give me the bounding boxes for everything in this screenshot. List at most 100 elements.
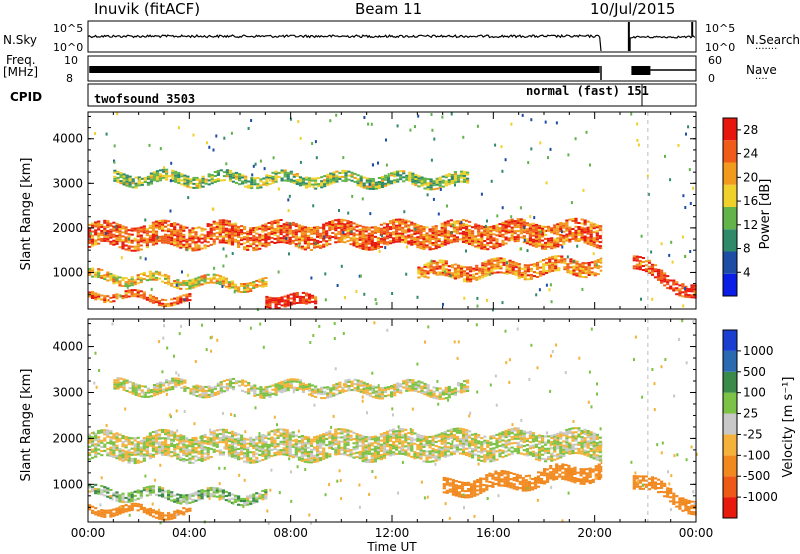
echo-cell [121, 225, 125, 228]
echo-cell [103, 237, 107, 240]
echo-cell [258, 235, 262, 238]
echo-cell [404, 225, 408, 228]
echo-cell [240, 451, 244, 454]
echo-cell [115, 293, 119, 296]
echo-cell [289, 178, 293, 181]
echo-cell [170, 432, 174, 435]
echo-cell [258, 280, 262, 283]
echo-cell [495, 240, 499, 243]
echo-cell [267, 242, 271, 245]
echo-cell [413, 453, 417, 456]
echo-cell [370, 452, 374, 455]
echo-cell [285, 235, 289, 238]
echo-cell [112, 447, 116, 450]
echo-cell [380, 184, 385, 186]
echo-cell [118, 284, 122, 287]
echo-cell [440, 226, 444, 229]
echo-cell [133, 447, 137, 450]
echo-cell [244, 175, 248, 178]
echo-cell [116, 180, 120, 183]
echo-cell [563, 268, 567, 271]
echo-cell [316, 449, 320, 452]
echo-cell [477, 238, 481, 241]
scatter-cell [370, 122, 373, 126]
echo-cell [638, 256, 642, 259]
echo-cell [215, 429, 219, 432]
echo-cell [157, 449, 162, 452]
echo-cell [314, 179, 318, 182]
echo-cell [548, 262, 552, 265]
echo-cell [419, 233, 423, 236]
echo-cell [496, 265, 500, 268]
echo-cell [200, 279, 204, 282]
scatter-cell [544, 120, 547, 124]
echo-cell [224, 233, 228, 236]
echo-cell [265, 174, 269, 177]
echo-cell [194, 455, 198, 458]
echo-cell [522, 223, 526, 226]
echo-cell [194, 241, 198, 244]
echo-cell [212, 438, 216, 441]
echo-cell [596, 265, 600, 267]
echo-cell [359, 181, 363, 184]
echo-cell [292, 294, 296, 297]
echo-cell [88, 433, 92, 436]
echo-cell [256, 185, 260, 188]
echo-cell [176, 437, 180, 440]
echo-cell [173, 431, 177, 434]
echo-cell [528, 432, 532, 435]
echo-cell [297, 436, 301, 439]
echo-cell [413, 236, 417, 239]
echo-cell [663, 276, 667, 279]
echo-cell [294, 455, 298, 458]
scatter-cell [664, 154, 666, 158]
echo-cell [632, 267, 636, 270]
echo-cell [161, 229, 165, 232]
echo-cell [678, 288, 682, 291]
echo-cell [492, 229, 496, 232]
echo-cell [100, 294, 104, 297]
echo-cell [307, 299, 312, 302]
echo-cell [230, 286, 235, 289]
echo-cell [404, 445, 408, 448]
echo-cell [480, 445, 484, 448]
echo-cell [218, 439, 222, 442]
echo-cell [249, 282, 253, 284]
echo-cell [112, 451, 116, 454]
echo-cell [557, 261, 561, 264]
echo-cell [128, 185, 132, 188]
echo-cell [164, 299, 168, 302]
echo-cell [227, 232, 231, 235]
echo-cell [264, 457, 268, 460]
echo-cell [146, 175, 150, 178]
echo-cell [316, 225, 320, 228]
echo-cell [352, 438, 356, 441]
echo-cell [471, 450, 475, 453]
echo-cell [249, 451, 253, 454]
echo-cell [285, 229, 289, 232]
echo-cell [234, 177, 239, 180]
scatter-cell [351, 194, 354, 198]
echo-cell [142, 241, 146, 244]
echo-cell [109, 278, 113, 281]
echo-cell [477, 436, 481, 439]
echo-cell [201, 177, 205, 180]
echo-cell [386, 179, 391, 182]
echo-cell [206, 241, 210, 244]
echo-cell [154, 440, 159, 443]
echo-cell [461, 428, 466, 431]
echo-cell [544, 458, 548, 461]
nave-label: Nave [746, 63, 777, 77]
echo-cell [294, 237, 298, 240]
echo-cell [171, 169, 175, 172]
echo-cell [349, 453, 353, 456]
echo-cell [118, 232, 122, 235]
scatter-cell [486, 298, 488, 302]
echo-cell [638, 264, 642, 267]
echo-cell [283, 305, 287, 308]
echo-cell [367, 442, 371, 445]
echo-cell [288, 444, 292, 447]
scatter-cell [126, 285, 129, 289]
echo-cell [408, 175, 412, 178]
echo-cell [188, 279, 192, 282]
